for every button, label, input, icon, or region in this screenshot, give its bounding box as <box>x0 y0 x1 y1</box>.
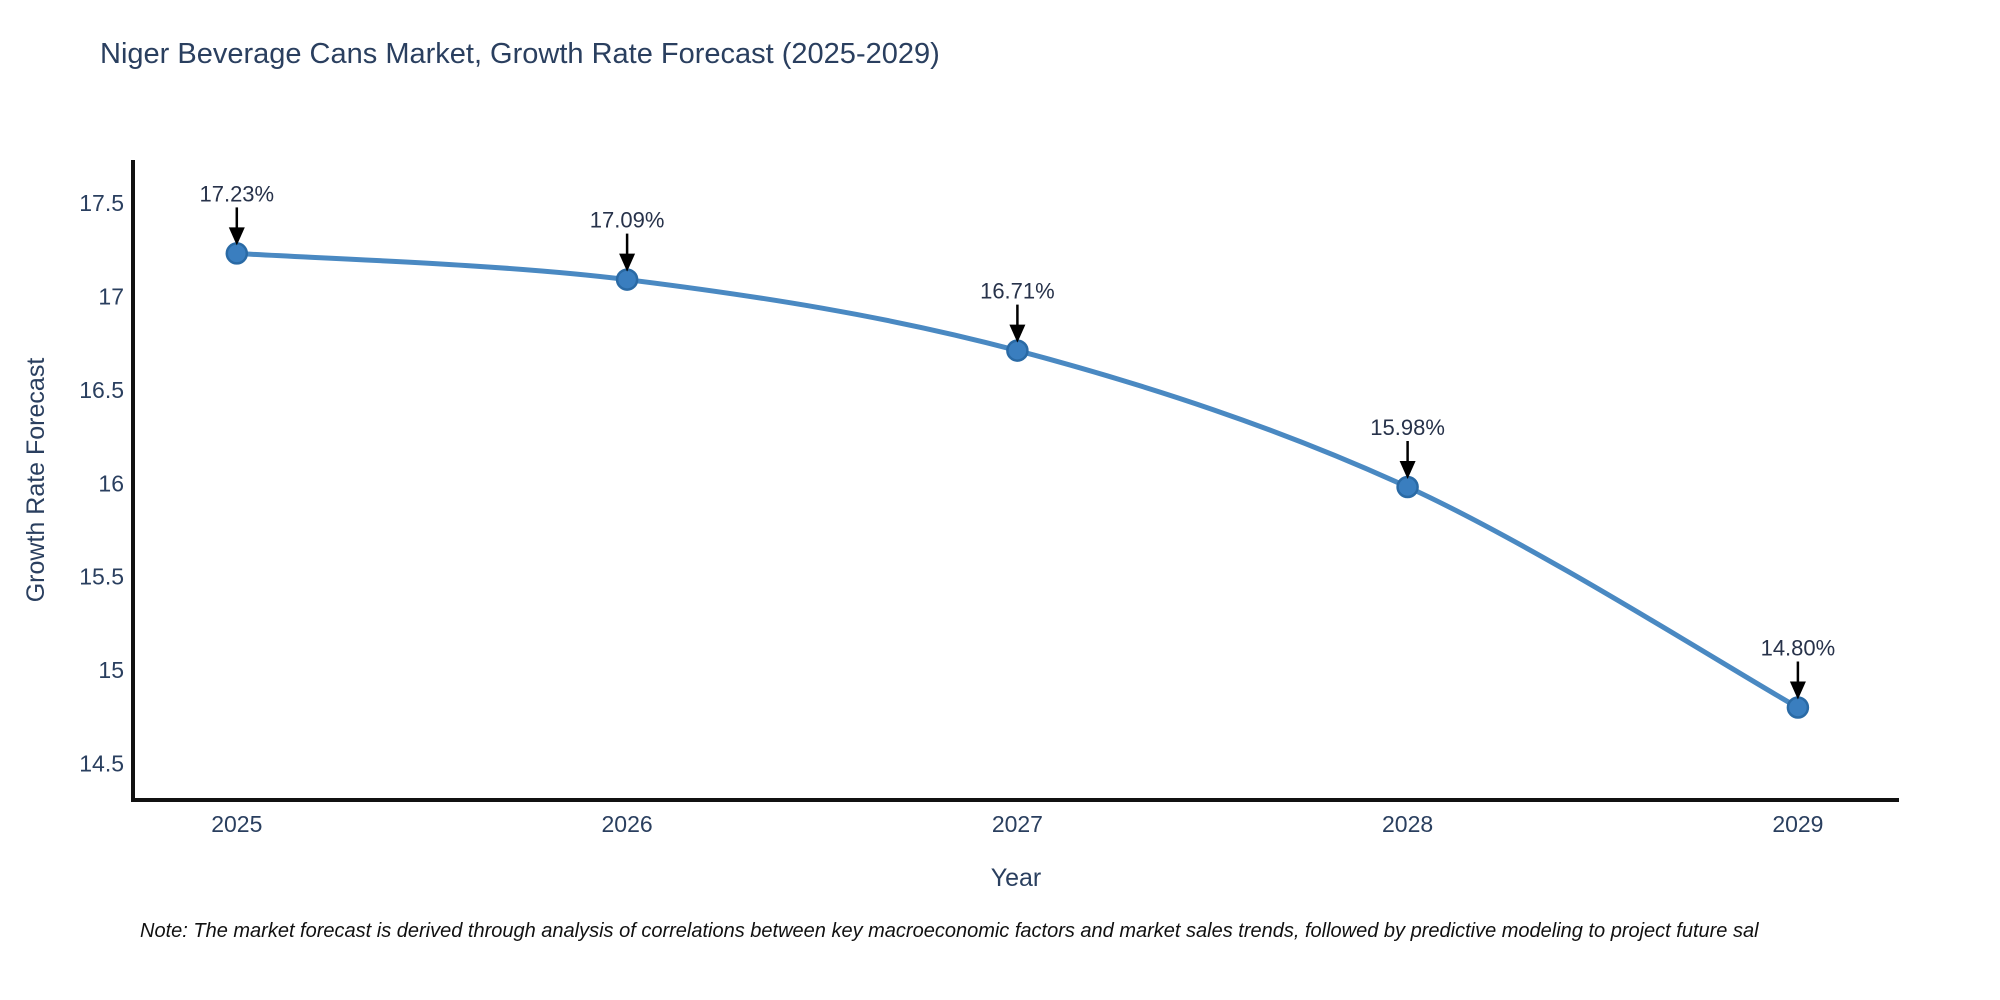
x-tick-label: 2025 <box>211 811 262 837</box>
data-point-group: 17.09% <box>590 208 665 291</box>
chart-title: Niger Beverage Cans Market, Growth Rate … <box>100 38 940 70</box>
annotation-arrowhead <box>1009 324 1026 343</box>
y-tick-label: 16 <box>98 470 124 496</box>
annotation-arrowhead <box>1789 681 1806 700</box>
y-tick-label: 15 <box>98 657 124 683</box>
annotation-arrowhead <box>228 227 245 246</box>
data-point-marker <box>225 242 249 265</box>
data-point-group: 17.23% <box>199 181 274 265</box>
y-tick-label: 17 <box>98 283 124 309</box>
data-point-marker <box>1006 339 1029 362</box>
y-tick-label: 16.5 <box>79 377 124 403</box>
x-tick-label: 2026 <box>602 811 653 837</box>
y-axis-title: Growth Rate Forecast <box>22 358 50 603</box>
data-point-marker <box>1396 475 1419 499</box>
data-point-group: 15.98% <box>1370 415 1445 499</box>
x-tick-label: 2028 <box>1382 811 1433 837</box>
data-point-value-label: 14.80% <box>1761 636 1836 661</box>
x-axis-title: Year <box>991 864 1042 892</box>
data-point-value-label: 16.71% <box>980 279 1055 304</box>
data-point-group: 14.80% <box>1761 636 1836 719</box>
annotation-arrowhead <box>619 253 636 272</box>
annotation-arrowhead <box>1399 461 1416 479</box>
y-tick-label: 17.5 <box>79 190 124 216</box>
y-tick-label: 14.5 <box>79 751 124 777</box>
y-tick-label: 15.5 <box>79 564 124 590</box>
data-point-marker <box>615 268 639 291</box>
x-tick-label: 2027 <box>992 811 1043 837</box>
data-point-value-label: 17.09% <box>590 208 665 233</box>
data-point-marker <box>1786 696 1810 719</box>
x-tick-label: 2029 <box>1772 811 1823 837</box>
data-point-value-label: 17.23% <box>199 181 274 206</box>
data-point-value-label: 15.98% <box>1370 415 1445 440</box>
footnote: Note: The market forecast is derived thr… <box>140 920 1759 942</box>
data-point-group: 16.71% <box>980 279 1055 362</box>
